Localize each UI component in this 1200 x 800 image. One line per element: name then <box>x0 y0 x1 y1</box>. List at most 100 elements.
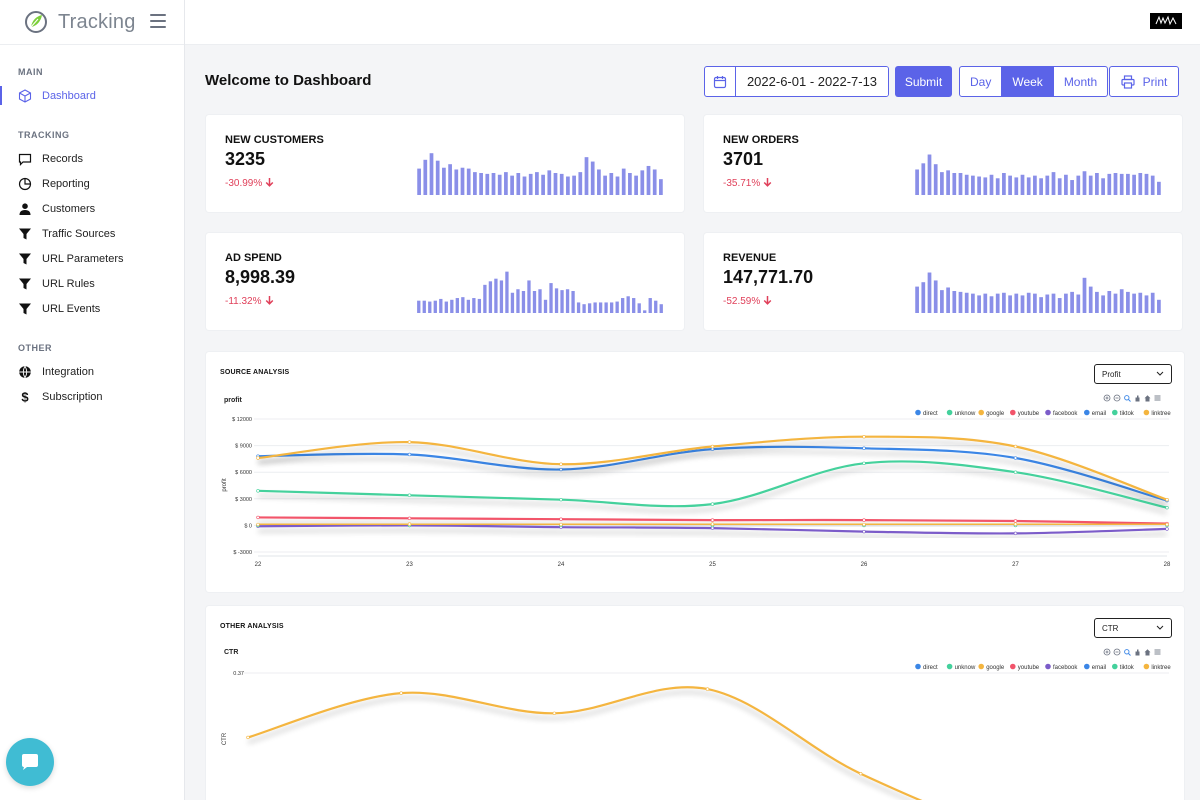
menu-toggle-icon[interactable] <box>150 14 166 28</box>
spark-bar <box>927 272 932 313</box>
menu-icon[interactable] <box>1154 649 1161 655</box>
series-point-linktree[interactable] <box>407 522 412 526</box>
home-icon[interactable] <box>1144 649 1151 656</box>
series-point-unknow[interactable] <box>1165 505 1169 510</box>
sidebar-item-traffic-sources[interactable]: Traffic Sources <box>0 221 184 246</box>
series-point-google[interactable] <box>710 444 715 449</box>
series-point-unknow[interactable] <box>862 461 866 466</box>
sidebar-item-url-rules[interactable]: URL Rules <box>0 271 184 296</box>
zoom-out-icon[interactable] <box>1113 394 1121 402</box>
series-point-direct[interactable] <box>407 452 412 457</box>
sidebar-item-url-events[interactable]: URL Events <box>0 296 184 321</box>
search-icon[interactable] <box>1124 649 1131 656</box>
period-week-button[interactable]: Week <box>1001 67 1053 96</box>
legend-item-linktree[interactable]: linktree <box>1143 663 1172 671</box>
zoom-in-icon[interactable] <box>1103 648 1111 656</box>
menu-icon[interactable] <box>1154 395 1161 401</box>
sidebar-item-subscription[interactable]: $ Subscription <box>0 384 184 409</box>
series-point-facebook[interactable] <box>1013 531 1018 536</box>
legend-item-email[interactable]: email <box>1084 409 1106 417</box>
series-point-google[interactable] <box>1013 444 1018 449</box>
sparkline <box>417 153 663 195</box>
series-point-youtube[interactable] <box>862 518 866 522</box>
date-range-input[interactable] <box>736 67 888 96</box>
legend-item-facebook[interactable]: facebook <box>1045 409 1078 417</box>
sidebar-item-records[interactable]: Records <box>0 146 184 171</box>
series-point-google[interactable] <box>1165 497 1169 502</box>
metric-select[interactable]: Profit <box>1094 364 1172 384</box>
chat-button[interactable] <box>6 738 54 786</box>
series-point-unknow[interactable] <box>407 493 412 497</box>
legend-item-youtube[interactable]: youtube <box>1010 663 1040 671</box>
submit-button[interactable]: Submit <box>895 66 952 97</box>
zoom-in-icon[interactable] <box>1103 394 1111 402</box>
home-icon[interactable] <box>1144 395 1151 402</box>
period-month-button[interactable]: Month <box>1052 67 1107 96</box>
legend-item-tiktok[interactable]: tiktok <box>1112 663 1135 671</box>
series-point-google[interactable] <box>705 687 710 691</box>
spark-bar <box>1026 177 1031 195</box>
series-point-youtube[interactable] <box>710 518 715 522</box>
legend-item-direct[interactable]: direct <box>915 663 938 671</box>
calendar-button[interactable] <box>705 67 736 96</box>
series-point-google[interactable] <box>552 711 557 715</box>
y-axis-label: profit <box>222 478 228 492</box>
series-point-linktree[interactable] <box>710 522 715 526</box>
series-point-google[interactable] <box>862 435 866 439</box>
legend-item-email[interactable]: email <box>1084 663 1106 671</box>
series-point-linktree[interactable] <box>862 522 866 527</box>
series-point-facebook[interactable] <box>1165 527 1169 531</box>
x-tick-label: 28 <box>1164 562 1171 568</box>
series-point-facebook[interactable] <box>862 529 866 534</box>
legend-item-tiktok[interactable]: tiktok <box>1112 409 1135 417</box>
search-icon[interactable] <box>1124 395 1131 402</box>
series-point-linktree[interactable] <box>559 522 563 527</box>
print-button[interactable]: Print <box>1109 66 1179 97</box>
series-point-unknow[interactable] <box>1013 470 1018 474</box>
legend-item-youtube[interactable]: youtube <box>1010 409 1040 417</box>
series-point-google[interactable] <box>246 735 250 740</box>
sidebar-item-url-parameters[interactable]: URL Parameters <box>0 246 184 271</box>
series-point-linktree[interactable] <box>1165 522 1169 527</box>
series-point-google[interactable] <box>858 771 863 776</box>
legend-item-direct[interactable]: direct <box>915 409 938 417</box>
series-point-youtube[interactable] <box>559 517 563 521</box>
series-point-direct[interactable] <box>1013 456 1018 460</box>
sidebar-item-label: Dashboard <box>42 89 96 102</box>
series-point-google[interactable] <box>256 456 260 460</box>
sidebar-item-customers[interactable]: Customers <box>0 196 184 221</box>
series-point-direct[interactable] <box>862 446 866 450</box>
zoom-out-icon[interactable] <box>1113 648 1121 656</box>
series-point-google[interactable] <box>559 462 563 466</box>
avatar[interactable] <box>1150 13 1182 29</box>
spark-bar <box>590 161 595 195</box>
series-point-linktree[interactable] <box>256 522 260 527</box>
metric-select[interactable]: CTR <box>1094 618 1172 638</box>
series-line-google[interactable] <box>247 686 1167 800</box>
series-point-linktree[interactable] <box>1013 522 1018 526</box>
series-point-unknow[interactable] <box>559 497 563 502</box>
legend-item-unknow[interactable]: unknow <box>946 409 976 417</box>
legend-item-google[interactable]: google <box>978 663 1005 671</box>
series-point-youtube[interactable] <box>407 516 412 521</box>
legend-label: email <box>1092 411 1106 417</box>
legend-item-unknow[interactable]: unknow <box>946 663 976 671</box>
series-point-google[interactable] <box>399 691 403 695</box>
sidebar-item-dashboard[interactable]: Dashboard <box>0 83 184 108</box>
series-point-youtube[interactable] <box>256 515 260 520</box>
series-point-youtube[interactable] <box>1013 519 1018 523</box>
period-day-button[interactable]: Day <box>970 74 992 89</box>
pan-icon[interactable] <box>1135 649 1140 656</box>
legend-item-google[interactable]: google <box>978 409 1005 417</box>
pan-icon[interactable] <box>1135 395 1140 402</box>
sidebar-item-reporting[interactable]: Reporting <box>0 171 184 196</box>
legend-item-facebook[interactable]: facebook <box>1045 663 1078 671</box>
series-point-direct[interactable] <box>559 467 563 472</box>
series-point-google[interactable] <box>407 440 412 444</box>
series-point-unknow[interactable] <box>256 489 260 493</box>
series-line-unknow[interactable] <box>257 460 1168 509</box>
legend-item-linktree[interactable]: linktree <box>1143 409 1172 417</box>
sidebar-item-integration[interactable]: Integration <box>0 359 184 384</box>
spark-bar <box>1132 174 1136 195</box>
series-point-unknow[interactable] <box>710 502 715 506</box>
